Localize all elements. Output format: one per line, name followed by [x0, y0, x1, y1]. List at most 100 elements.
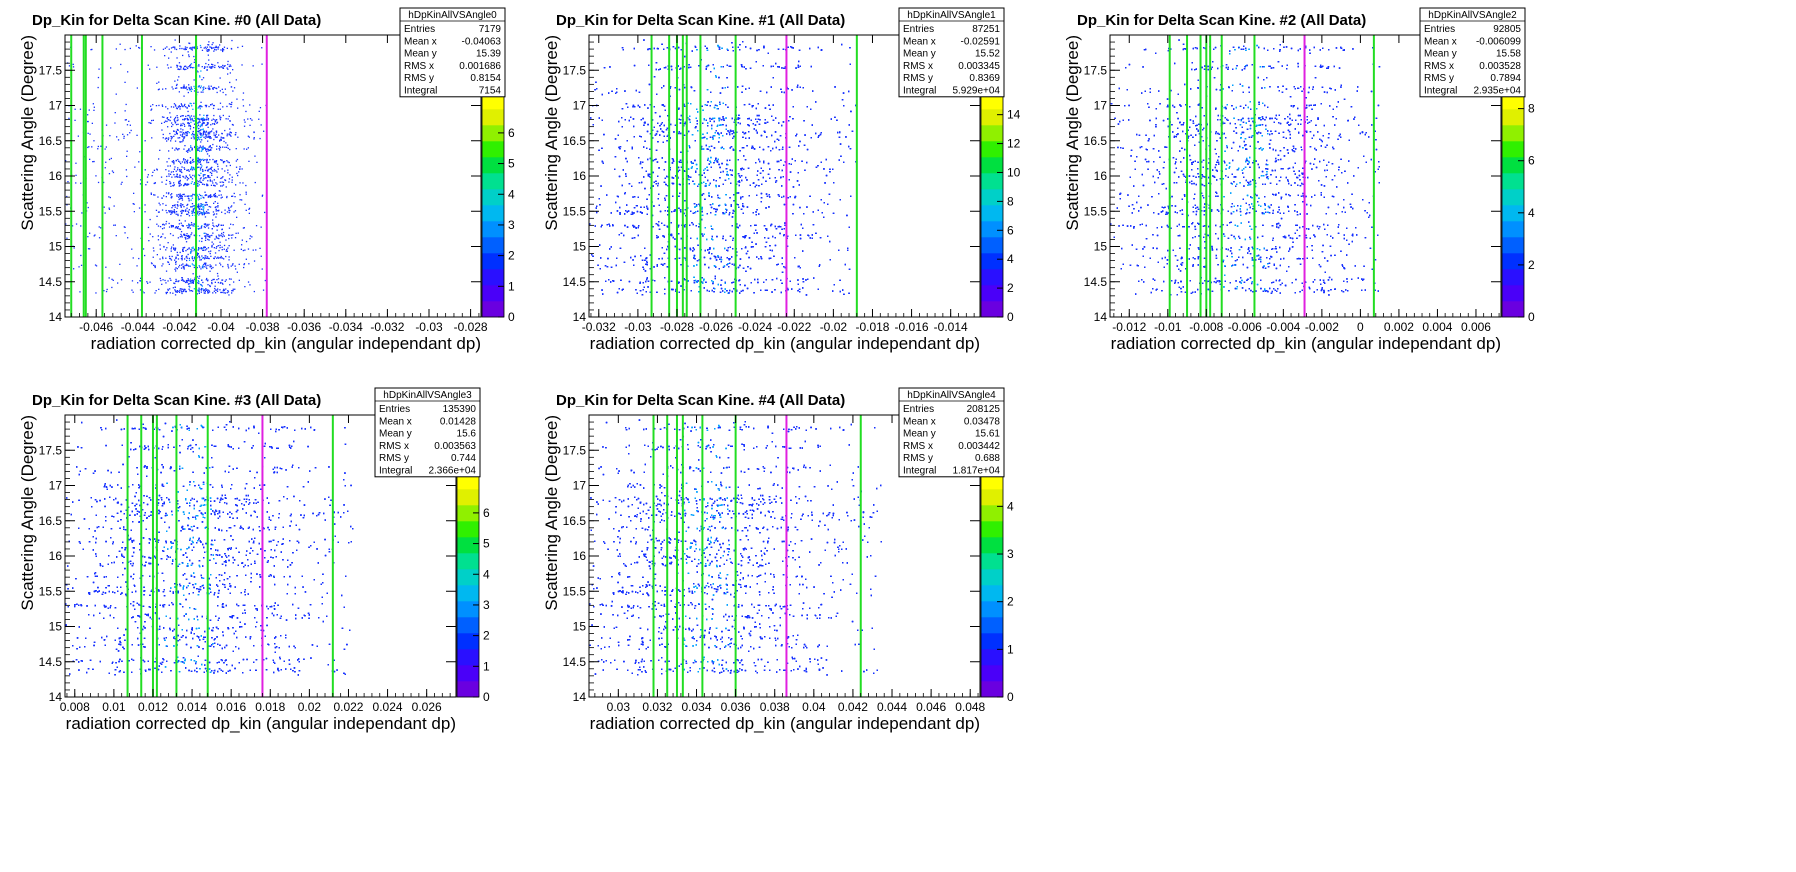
data-point — [186, 265, 187, 266]
data-point — [221, 66, 222, 67]
data-point — [181, 293, 182, 294]
data-point — [66, 238, 67, 239]
data-point — [235, 237, 236, 238]
data-point — [193, 120, 194, 121]
data-point — [91, 49, 92, 50]
data-point — [222, 283, 223, 284]
data-point — [193, 86, 194, 87]
data-point — [207, 236, 208, 237]
data-point — [197, 131, 198, 132]
data-point — [228, 234, 229, 235]
data-point — [222, 89, 223, 90]
data-point — [98, 146, 99, 147]
data-point — [230, 132, 231, 133]
data-point — [205, 170, 206, 171]
data-point — [202, 171, 203, 172]
data-point — [120, 64, 121, 65]
data-point — [203, 137, 204, 138]
data-point — [162, 263, 163, 264]
data-point — [222, 266, 223, 267]
data-point — [246, 259, 247, 260]
data-point — [123, 138, 124, 139]
data-point — [226, 196, 227, 197]
data-point — [204, 159, 205, 160]
data-point — [190, 283, 191, 284]
data-point — [231, 235, 232, 236]
data-point — [202, 66, 203, 67]
data-point — [163, 49, 164, 50]
data-point — [184, 162, 185, 163]
data-point — [239, 264, 240, 265]
data-point — [262, 268, 263, 269]
data-point — [92, 123, 93, 124]
data-point — [191, 134, 192, 135]
data-point — [160, 278, 161, 279]
data-point — [206, 116, 207, 117]
data-point — [217, 275, 218, 276]
data-point — [190, 147, 191, 148]
data-point — [190, 279, 191, 280]
data-point — [162, 233, 163, 234]
data-point — [163, 137, 164, 138]
data-point — [118, 139, 119, 140]
data-point — [211, 245, 212, 246]
data-point — [214, 65, 215, 66]
data-point — [187, 214, 188, 215]
data-point — [256, 162, 257, 163]
data-point — [175, 287, 176, 288]
data-point — [158, 89, 159, 90]
data-point — [212, 128, 213, 129]
data-point — [198, 138, 199, 139]
data-point — [231, 266, 232, 267]
data-point — [228, 294, 229, 295]
data-point — [199, 119, 200, 120]
data-point — [177, 130, 178, 131]
data-point — [151, 120, 152, 121]
data-point — [192, 211, 193, 212]
data-point — [193, 161, 194, 162]
data-point — [186, 107, 187, 108]
data-point — [208, 162, 209, 163]
data-point — [124, 136, 125, 137]
data-point — [180, 134, 181, 135]
data-point — [212, 103, 213, 104]
data-point — [160, 280, 161, 281]
data-point — [229, 82, 230, 83]
data-point — [217, 62, 218, 63]
data-point — [198, 283, 199, 284]
data-point — [213, 89, 214, 90]
data-point — [197, 212, 198, 213]
data-point — [166, 196, 167, 197]
data-point — [100, 146, 101, 147]
data-point — [198, 64, 199, 65]
data-point — [174, 118, 175, 119]
data-point — [178, 106, 179, 107]
data-point — [227, 73, 228, 74]
data-point — [207, 209, 208, 210]
data-point — [175, 122, 176, 123]
data-point — [230, 104, 231, 105]
data-point — [222, 236, 223, 237]
data-point — [202, 92, 203, 93]
data-point — [189, 247, 190, 248]
data-point — [181, 184, 182, 185]
data-point — [186, 208, 187, 209]
data-point — [95, 292, 96, 293]
data-point — [230, 224, 231, 225]
data-point — [203, 146, 204, 147]
data-point — [237, 47, 238, 48]
data-point — [187, 68, 188, 69]
data-point — [220, 185, 221, 186]
data-point — [150, 106, 151, 107]
data-point — [156, 224, 157, 225]
data-point — [215, 201, 216, 202]
data-point — [209, 285, 210, 286]
data-point — [231, 292, 232, 293]
data-point — [201, 238, 202, 239]
data-point — [231, 48, 232, 49]
data-point — [237, 137, 238, 138]
data-point — [153, 120, 154, 121]
data-point — [225, 288, 226, 289]
data-point — [170, 67, 171, 68]
data-point — [169, 278, 170, 279]
